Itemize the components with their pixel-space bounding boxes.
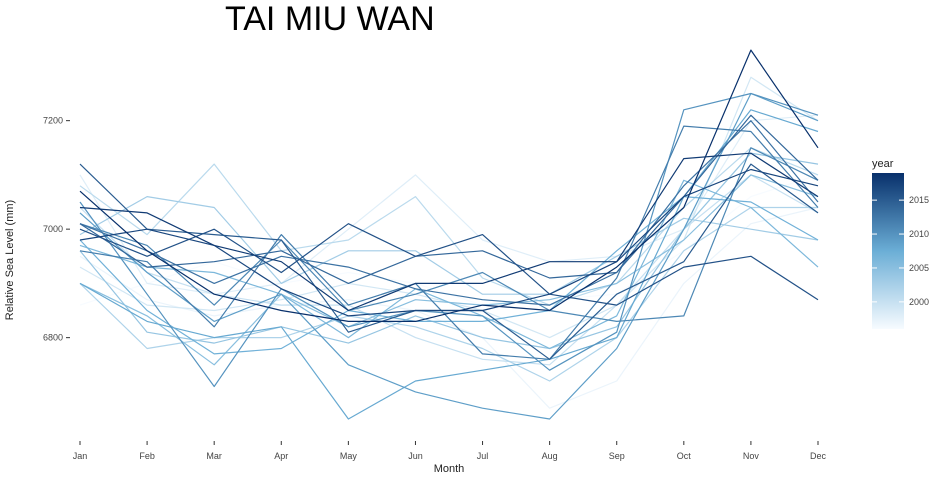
legend-tick-label: 2015 [909, 195, 929, 205]
series-line-2013 [79, 120, 819, 306]
legend-tick-label: 2010 [909, 229, 929, 239]
series-line-2006 [79, 179, 819, 350]
legend-ticks: 2000 2005 2010 2015 [872, 195, 929, 307]
y-axis: 6800 7000 7200 [43, 116, 70, 343]
series-layer [79, 49, 819, 420]
color-legend: year 2000 2005 2010 2015 [872, 158, 929, 329]
x-tick-label: Nov [743, 451, 760, 461]
y-tick-label: 7000 [43, 224, 63, 234]
series-line-1998 [79, 114, 819, 295]
y-axis-title: Relative Sea Level (mm) [4, 200, 16, 320]
x-tick-label: Apr [274, 451, 288, 461]
x-tick-label: Jun [408, 451, 423, 461]
series-line-2004 [79, 152, 819, 350]
x-tick-label: Jan [73, 451, 88, 461]
x-tick-label: Aug [542, 451, 558, 461]
x-axis-title: Month [434, 463, 465, 475]
series-line-2017 [79, 168, 819, 317]
series-line-2007 [79, 196, 819, 355]
x-tick-label: Jul [477, 451, 489, 461]
series-line-2001 [79, 147, 819, 306]
legend-title: year [872, 158, 894, 170]
x-axis: Jan Feb Mar Apr May Jun Jul Aug Sep Oct Nov Dec [73, 441, 827, 461]
x-tick-label: Mar [206, 451, 222, 461]
series-line-2002 [79, 206, 818, 382]
series-line-2019 [79, 49, 819, 322]
x-tick-label: May [340, 451, 358, 461]
y-tick-label: 7200 [43, 116, 63, 126]
series-line-2018 [79, 152, 819, 312]
x-tick-label: Dec [810, 451, 827, 461]
x-tick-label: Sep [609, 451, 625, 461]
legend-tick-label: 2005 [909, 263, 929, 273]
x-tick-label: Oct [677, 451, 692, 461]
series-line-2016 [79, 223, 819, 306]
series-line-2012 [79, 125, 819, 360]
legend-colorbar [872, 173, 904, 329]
legend-tick-label: 2000 [909, 297, 929, 307]
series-line-2009 [79, 92, 819, 420]
series-line-2014 [79, 114, 819, 284]
y-tick-label: 6800 [43, 333, 63, 343]
x-tick-label: Feb [139, 451, 155, 461]
series-line-2003 [79, 196, 819, 295]
chart-title: TAI MIU WAN [225, 0, 435, 38]
